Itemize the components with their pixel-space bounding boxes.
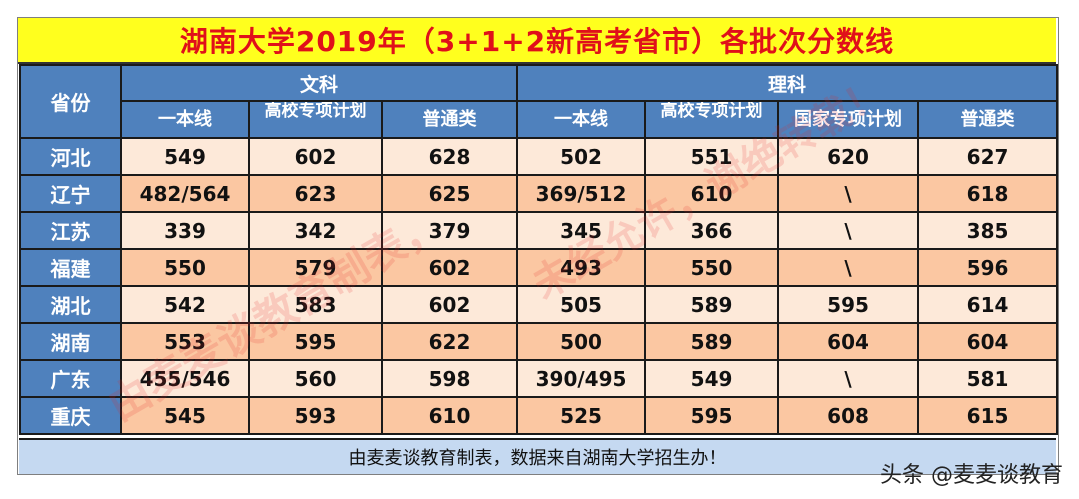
arts-col-header: 普通类 [380, 100, 519, 139]
score-cell: 589 [644, 322, 780, 361]
score-cell: 595 [777, 285, 920, 324]
arts-header: 文科 [119, 64, 519, 102]
score-cell: 596 [917, 248, 1059, 287]
province-cell: 辽宁 [19, 174, 122, 213]
score-cell: 525 [516, 396, 647, 435]
score-cell: 545 [120, 396, 250, 435]
score-cell: 390/495 [516, 359, 647, 398]
score-cell: 628 [380, 137, 519, 176]
score-cell: 560 [248, 359, 383, 398]
score-cell: 593 [248, 396, 383, 435]
province-cell: 江苏 [19, 211, 122, 250]
table-row: 湖北 542 583 602 505 589 595 614 [19, 285, 1059, 324]
score-cell: \ [777, 211, 920, 250]
score-cell: 620 [777, 137, 920, 176]
score-cell: \ [777, 248, 920, 287]
score-cell: 369/512 [516, 174, 647, 213]
score-cell: 602 [380, 285, 519, 324]
province-cell: 福建 [19, 248, 122, 287]
score-cell: 342 [248, 211, 383, 250]
score-cell: 608 [777, 396, 920, 435]
arts-col-header: 高校专项计划 [248, 100, 383, 139]
score-cell: 551 [644, 137, 780, 176]
score-cell: 595 [248, 322, 383, 361]
score-cell: 595 [644, 396, 780, 435]
science-col-header: 高校专项计划 [644, 100, 780, 139]
source-credit: 头条 @麦麦谈教育 [880, 463, 1063, 488]
table-row: 江苏 339 342 379 345 366 \ 385 [19, 211, 1059, 250]
score-cell: 550 [644, 248, 780, 287]
science-header: 理科 [516, 64, 1059, 102]
province-cell: 重庆 [19, 396, 122, 435]
score-cell: 455/546 [120, 359, 250, 398]
score-cell: 625 [380, 174, 519, 213]
score-cell: 542 [120, 285, 250, 324]
table-row: 辽宁 482/564 623 625 369/512 610 \ 618 [19, 174, 1059, 213]
score-cell: 614 [917, 285, 1059, 324]
score-cell: 579 [248, 248, 383, 287]
score-cell: 550 [120, 248, 250, 287]
score-cell: 623 [248, 174, 383, 213]
score-cell: \ [777, 174, 920, 213]
score-cell: 482/564 [120, 174, 250, 213]
score-cell: 622 [380, 322, 519, 361]
footer-note: 由麦麦谈教育制表，数据来自湖南大学招生办！ [19, 438, 1056, 474]
score-cell: 549 [120, 137, 250, 176]
score-cell: 581 [917, 359, 1059, 398]
score-cell: 583 [248, 285, 383, 324]
province-cell: 湖南 [19, 322, 122, 361]
score-cell: 505 [516, 285, 647, 324]
table-row: 河北 549 602 628 502 551 620 627 [19, 137, 1059, 176]
province-header: 省份 [19, 64, 122, 139]
score-cell: 602 [380, 248, 519, 287]
table-row: 重庆 545 593 610 525 595 608 615 [19, 396, 1059, 435]
score-cell: 598 [380, 359, 519, 398]
score-cell: 500 [516, 322, 647, 361]
score-table: 省份 文科 理科 一本线 高校专项计划 普通类 一本线 高校专项计划 国家专项计… [19, 64, 1059, 435]
score-cell: 493 [516, 248, 647, 287]
score-cell: 627 [917, 137, 1059, 176]
table-row: 湖南 553 595 622 500 589 604 604 [19, 322, 1059, 361]
arts-col-header: 一本线 [120, 100, 250, 139]
score-cell: 610 [644, 174, 780, 213]
science-col-header: 普通类 [917, 100, 1059, 139]
table-row: 福建 550 579 602 493 550 \ 596 [19, 248, 1059, 287]
score-cell: 385 [917, 211, 1059, 250]
score-cell: 379 [380, 211, 519, 250]
score-cell: 502 [516, 137, 647, 176]
science-col-header: 国家专项计划 [777, 100, 920, 139]
score-cell: 618 [917, 174, 1059, 213]
province-cell: 广东 [19, 359, 122, 398]
score-cell: 345 [516, 211, 647, 250]
score-cell: 366 [644, 211, 780, 250]
header-row-group: 省份 文科 理科 [19, 64, 1059, 139]
score-cell: 602 [248, 137, 383, 176]
table-row: 广东 455/546 560 598 390/495 549 \ 581 [19, 359, 1059, 398]
score-cell: 604 [917, 322, 1059, 361]
province-cell: 湖北 [19, 285, 122, 324]
science-col-header: 一本线 [516, 100, 647, 139]
score-cell: 589 [644, 285, 780, 324]
score-cell: 553 [120, 322, 250, 361]
score-cell: 339 [120, 211, 250, 250]
score-cell: 549 [644, 359, 780, 398]
table-title: 湖南大学2019年（3+1+2新高考省市）各批次分数线 [18, 18, 1056, 64]
score-cell: \ [777, 359, 920, 398]
province-cell: 河北 [19, 137, 122, 176]
score-cell: 615 [917, 396, 1059, 435]
score-cell: 610 [380, 396, 519, 435]
header-row-columns: 一本线 高校专项计划 普通类 一本线 高校专项计划 国家专项计划 普通类 [20, 100, 1059, 139]
score-cell: 604 [777, 322, 920, 361]
